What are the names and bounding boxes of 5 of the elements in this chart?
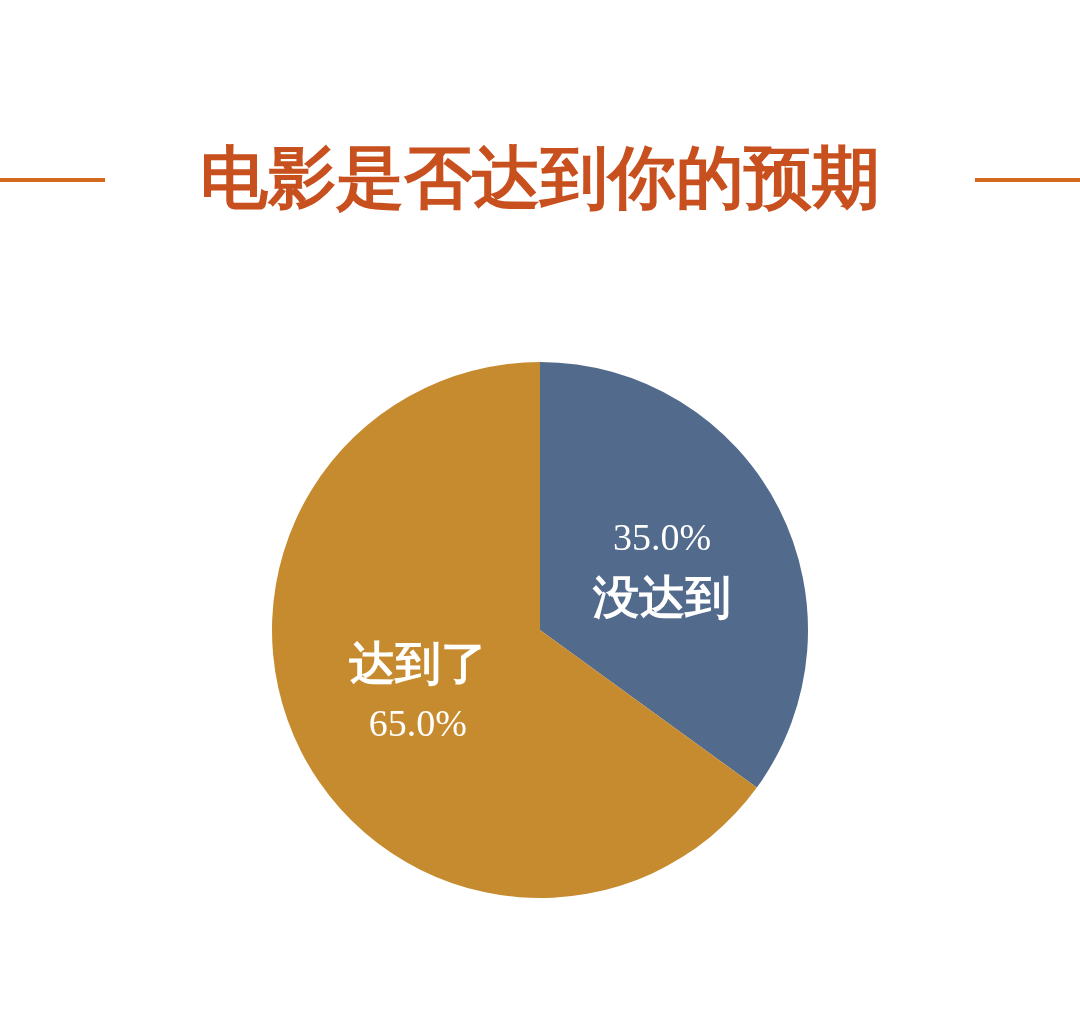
data-label: 35.0% (612, 515, 712, 558)
slice-label: 没达到 (592, 569, 732, 624)
chart-title: 电影是否达到你的预期 (200, 137, 880, 217)
data-label: 65.0% (368, 702, 468, 745)
slice-label: 达到了 (348, 636, 487, 691)
